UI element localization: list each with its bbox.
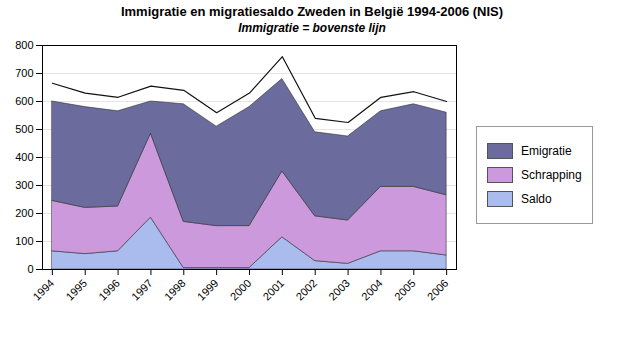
svg-text:1999: 1999 [195,277,221,303]
svg-text:300: 300 [15,179,33,191]
svg-text:1996: 1996 [96,277,122,303]
html-text:Schrapping: Schrapping [521,168,582,182]
svg-text:500: 500 [15,123,33,135]
svg-text:2004: 2004 [359,277,385,303]
svg-text:2006: 2006 [425,277,451,303]
svg-text:2003: 2003 [326,277,352,303]
svg-text:700: 700 [15,67,33,79]
svg-text:1995: 1995 [63,277,89,303]
svg-text:1998: 1998 [162,277,188,303]
svg-text:400: 400 [15,151,33,163]
svg-text:2000: 2000 [228,277,254,303]
svg-text:1994: 1994 [30,277,56,303]
svg-text:600: 600 [15,95,33,107]
svg-text:0: 0 [27,263,33,275]
html-text:Immigratie en migratiesaldo Zw: Immigratie en migratiesaldo Zweden in Be… [120,4,504,19]
svg-text:2005: 2005 [392,277,418,303]
svg-text:100: 100 [15,235,33,247]
svg-text:2002: 2002 [293,277,319,303]
html-text:Saldo: Saldo [521,192,552,206]
html-text:Emigratie: Emigratie [521,144,572,158]
svg-text:1997: 1997 [129,277,155,303]
svg-text:800: 800 [15,39,33,51]
svg-text:200: 200 [15,207,33,219]
html-text:Immigratie = bovenste lijn: Immigratie = bovenste lijn [238,21,386,35]
svg-text:2001: 2001 [260,277,286,303]
